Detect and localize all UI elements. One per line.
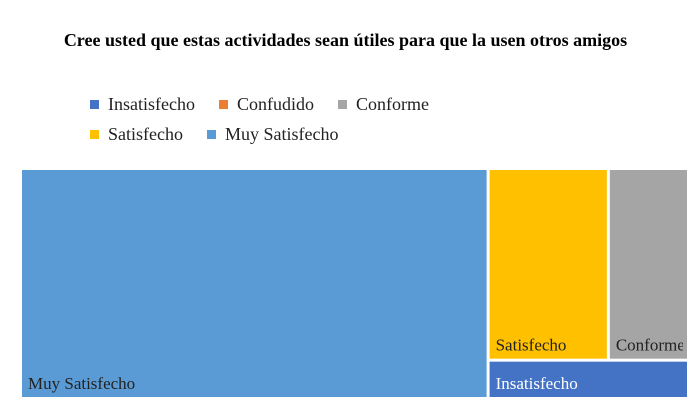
legend-swatch (90, 99, 99, 109)
legend-swatch (337, 99, 347, 109)
legend-item: Insatisfecho (90, 92, 195, 116)
legend-item: Muy Satisfecho (206, 122, 339, 146)
legend-label: Conforme (355, 93, 429, 114)
tile (489, 170, 607, 359)
tile-label: Muy Satisfecho (28, 374, 135, 393)
legend-label: Muy Satisfecho (224, 123, 339, 144)
tile (22, 170, 487, 397)
legend-item: Satisfecho (90, 122, 183, 146)
legend-swatch (90, 129, 99, 139)
tile (609, 170, 687, 359)
legend: Insatisfecho Confudido Conforme Satisfecho M… (90, 92, 530, 146)
tile-label: Insatisfecho (496, 374, 578, 393)
legend-label: Satisfecho (108, 123, 183, 144)
legend-item: Confudido (218, 92, 314, 116)
chart-title: Cree usted que estas actividades sean út… (63, 30, 628, 50)
legend-label: Confudido (236, 93, 314, 114)
legend-swatch (218, 99, 228, 109)
tile-label: Conforme (616, 336, 685, 355)
legend-swatch (206, 129, 216, 139)
legend-label: Insatisfecho (108, 93, 195, 114)
tile-label: Satisfecho (496, 336, 567, 355)
tile (489, 361, 687, 397)
legend-item: Conforme (337, 92, 429, 116)
